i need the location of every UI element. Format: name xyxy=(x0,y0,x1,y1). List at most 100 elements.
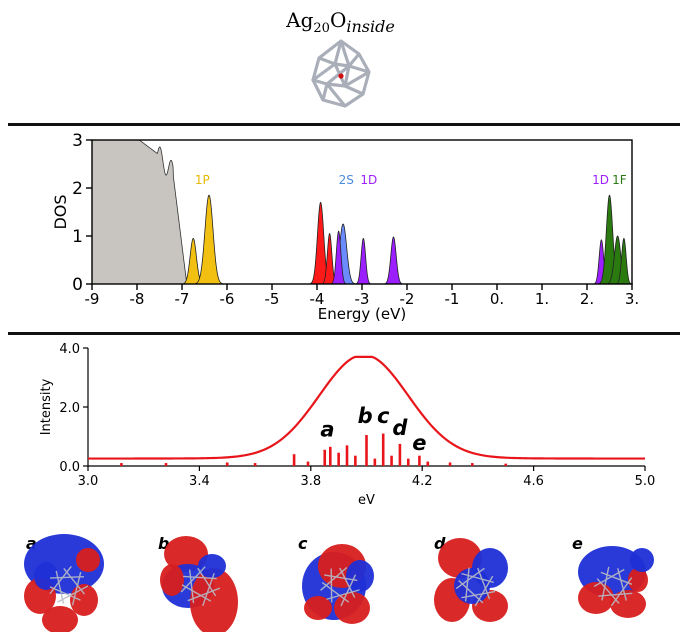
orbital-a-lobe-3 xyxy=(42,606,78,632)
orbital-d-bond-4 xyxy=(461,590,496,599)
dos-xtick-label-10: 1. xyxy=(535,290,549,308)
orbital-a-bond-2 xyxy=(55,570,65,604)
dos-xtick-label-0: -9 xyxy=(85,290,100,308)
orbital-label-b: b xyxy=(158,534,170,553)
spectrum-y-axis-label: Intensity xyxy=(39,378,54,435)
orbital-d-bond-3 xyxy=(474,575,494,607)
dos-peak-0-1 xyxy=(192,194,226,285)
dos-peak-3-0 xyxy=(329,230,348,285)
dos-peak-label-5: 1F xyxy=(612,173,627,187)
dos-xtick-label-5: -4 xyxy=(310,290,325,308)
orbital-b-bond-5 xyxy=(202,573,215,606)
orbital-c-bond-1 xyxy=(320,566,348,591)
divider-top xyxy=(8,123,680,126)
dos-xtick-label-3: -6 xyxy=(220,290,235,308)
orbital-d-bond-5 xyxy=(458,580,484,604)
spectrum-annotation-a: a xyxy=(320,418,334,442)
orbital-isosurface-e xyxy=(578,546,654,618)
orbital-c-frame xyxy=(320,566,360,607)
dos-xtick-label-6: -3 xyxy=(355,290,370,308)
orbital-b-bond-6 xyxy=(187,587,221,602)
orbital-e-lobe-3 xyxy=(628,568,648,592)
dos-peak-label-2: 2S xyxy=(339,173,354,187)
spectrum-xtick-label-4: 4.6 xyxy=(523,474,544,489)
orbital-b-bond-1 xyxy=(188,569,195,604)
orbital-c-bond-4 xyxy=(340,574,357,607)
dos-ytick-label-0: 0 xyxy=(72,275,83,295)
dos-ytick-label-1: 1 xyxy=(72,227,83,247)
orbital-b-lobe-2 xyxy=(190,568,238,632)
dos-xtick-label-12: 3. xyxy=(625,290,639,308)
divider-middle xyxy=(8,332,680,335)
orbital-c-lobe-4 xyxy=(346,560,374,592)
figure-title: Ag20Oinside xyxy=(286,8,395,36)
spectrum-xtick-label-2: 3.8 xyxy=(300,474,321,489)
spectrum-xtick-label-5: 5.0 xyxy=(635,474,656,489)
orbital-c-lobe-2 xyxy=(334,592,370,624)
orbital-e-lobe-1 xyxy=(578,582,614,614)
orbital-isosurface-b xyxy=(160,536,238,632)
dos-xtick-label-7: -2 xyxy=(400,290,415,308)
dos-peak-3-1 xyxy=(353,237,373,285)
dos-x-axis-label: Energy (eV) xyxy=(318,305,406,323)
spectrum-ytick-label-1: 2.0 xyxy=(59,401,80,416)
dos-occupied-area xyxy=(91,139,187,285)
dos-xtick-label-2: -7 xyxy=(175,290,190,308)
dos-chart: 1P 2S 1D 1D 1F-9 -8 -7 -6 -5 -4 -3 -2 -1 0. 1. 2. 3.0123… xyxy=(51,131,639,323)
orbital-d-bond-1 xyxy=(461,572,494,584)
dos-ytick-label-3: 3 xyxy=(72,131,83,151)
orbital-a-frame xyxy=(49,565,89,606)
dos-peak-label-0: 1P xyxy=(195,173,210,187)
orbital-a-bond-5 xyxy=(63,567,86,595)
orbital-a-bond-1 xyxy=(49,586,81,601)
spectrum-xtick-label-1: 3.4 xyxy=(189,474,210,489)
orbital-label-d: d xyxy=(434,534,446,553)
orbital-c-bond-6 xyxy=(321,581,350,603)
orbital-e-bond-1 xyxy=(617,568,627,601)
orbital-e-bond-6 xyxy=(593,568,625,588)
dos-xtick-label-11: 2. xyxy=(580,290,594,308)
dos-xtick-label-9: 0. xyxy=(490,290,504,308)
cluster-structure xyxy=(311,39,371,108)
orbital-c-bond-2 xyxy=(324,574,358,582)
dos-xtick-label-8: -1 xyxy=(445,290,460,308)
orbital-d-bond-6 xyxy=(464,567,470,602)
dos-y-axis-label: DOS xyxy=(51,194,70,229)
orbital-b-lobe-3 xyxy=(160,564,184,596)
spectrum-xtick-label-3: 4.2 xyxy=(412,474,433,489)
orbital-c-bond-5 xyxy=(326,589,360,600)
orbital-c-lobe-3 xyxy=(304,596,332,620)
orbital-e-bond-0 xyxy=(600,571,633,585)
spectrum-annotation-e: e xyxy=(412,431,426,455)
orbital-a-bond-6 xyxy=(71,571,82,606)
dos-peak-label-3: 1D xyxy=(360,173,377,187)
orbital-d-lobe-0 xyxy=(438,538,482,578)
dos-peak-label-4: 1D xyxy=(592,173,609,187)
orbital-e-bond-3 xyxy=(598,592,633,597)
orbital-b-frame xyxy=(180,566,221,606)
spectrum-ytick-label-2: 4.0 xyxy=(59,342,80,357)
orbital-label-e: e xyxy=(572,534,583,553)
orbital-b-bond-2 xyxy=(180,566,206,593)
orbital-e-lobe-2 xyxy=(610,590,646,618)
orbital-b-lobe-0 xyxy=(164,536,208,572)
spectrum-annotation-b: b xyxy=(358,404,373,428)
orbital-a-bond-4 xyxy=(50,576,84,579)
dos-xtick-label-1: -8 xyxy=(130,290,145,308)
orbital-isosurface-a xyxy=(24,534,104,632)
orbital-b-bond-3 xyxy=(182,575,217,580)
spectrum-envelope-line xyxy=(87,355,646,460)
dos-ytick-label-2: 2 xyxy=(72,179,83,199)
absorption-spectrum-chart: 3.0 3.4 3.8 4.2 4.6 5.0 0.0 2.0 4.0 eV Intensity ab… xyxy=(39,342,656,508)
orbital-isosurface-c xyxy=(302,544,374,624)
dos-xtick-label-4: -5 xyxy=(265,290,280,308)
orbital-b-lobe-4 xyxy=(198,554,226,578)
dos-peak-3-2 xyxy=(382,236,405,285)
orbital-a-bond-3 xyxy=(49,565,72,595)
orbital-e-frame xyxy=(593,566,633,607)
dos-peak-5-2 xyxy=(614,237,633,285)
orbital-label-c: c xyxy=(298,534,308,553)
spectrum-ytick-label-0: 0.0 xyxy=(59,460,80,475)
orbital-a-lobe-5 xyxy=(34,562,58,590)
orbital-e-bond-5 xyxy=(601,566,610,601)
